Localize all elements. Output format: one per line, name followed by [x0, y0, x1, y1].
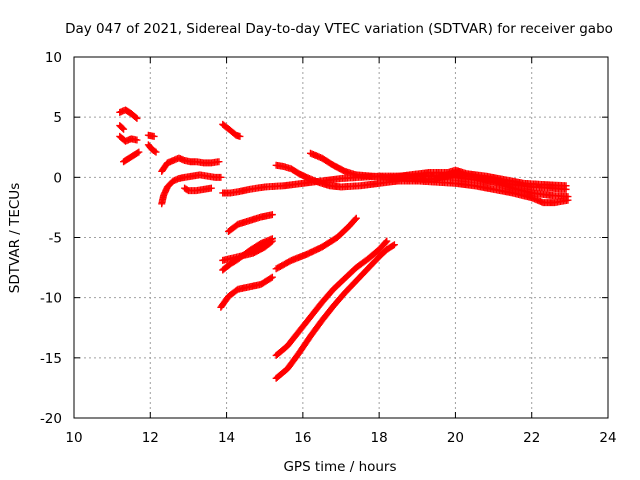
series-arc-4 — [120, 148, 143, 166]
chart-title: Day 047 of 2021, Sidereal Day-to-day VTE… — [65, 21, 613, 37]
data-point-marker — [135, 148, 143, 156]
x-tick-label: 16 — [294, 430, 311, 446]
y-tick-label: 0 — [53, 170, 62, 186]
y-tick-label: 5 — [53, 110, 62, 126]
y-tick-label: -20 — [40, 411, 62, 427]
series-arc-6 — [144, 141, 160, 156]
data-point-marker — [217, 173, 225, 181]
series-arc-3 — [116, 132, 141, 145]
y-tick-label: -5 — [49, 231, 62, 247]
data-point-marker — [389, 242, 397, 250]
x-tick-label: 12 — [142, 430, 159, 446]
data-point-marker — [119, 124, 127, 132]
y-axis-label: SDTVAR / TECUs — [7, 183, 23, 293]
data-point-marker — [267, 274, 275, 282]
data-point-marker — [132, 113, 140, 121]
series-arc-2 — [116, 122, 128, 133]
series-arc-18 — [217, 273, 276, 311]
data-point-marker — [383, 237, 391, 245]
series-arc-20 — [272, 237, 391, 359]
data-point-marker — [351, 215, 359, 223]
series-arc-21 — [272, 241, 398, 382]
data-point-marker — [207, 184, 215, 192]
y-tick-label: -10 — [40, 291, 62, 307]
data-point-marker — [150, 132, 158, 140]
series-arc-5 — [144, 131, 158, 140]
data-point-marker — [382, 238, 390, 246]
axis-ticks — [73, 56, 609, 419]
x-tick-label: 14 — [218, 430, 235, 446]
data-series — [116, 106, 572, 382]
tick-labels: 10 12 14 16 18 20 22 24 -20 -15 -10 -5 0 5 10 — [40, 50, 617, 446]
y-tick-label: 10 — [45, 50, 62, 66]
series-arc-17 — [219, 237, 276, 264]
y-tick-label: -15 — [40, 351, 62, 367]
data-point-marker — [236, 132, 244, 140]
data-point-marker — [133, 114, 141, 122]
data-point-marker — [267, 238, 275, 246]
x-tick-label: 18 — [371, 430, 388, 446]
series-arc-19 — [272, 214, 360, 273]
data-point-marker — [120, 125, 128, 133]
series-arc-9 — [181, 184, 215, 195]
x-tick-label: 22 — [523, 430, 540, 446]
series-arc-8 — [158, 171, 225, 208]
series-arc-1 — [116, 106, 141, 122]
data-point-marker — [564, 193, 572, 201]
x-axis-label: GPS time / hours — [283, 459, 396, 475]
data-point-marker — [390, 241, 398, 249]
x-tick-label: 24 — [599, 430, 616, 446]
data-point-marker — [152, 148, 160, 156]
data-point-marker — [352, 214, 360, 222]
data-point-marker — [151, 147, 159, 155]
data-point-marker — [134, 149, 142, 157]
x-tick-label: 20 — [447, 430, 464, 446]
data-point-marker — [268, 211, 276, 219]
data-point-marker — [215, 158, 223, 166]
data-point-marker — [268, 237, 276, 245]
series-arc-14 — [387, 166, 570, 190]
data-point-marker — [133, 136, 141, 144]
grid-lines — [74, 57, 608, 418]
data-point-marker — [268, 273, 276, 281]
series-arc-10 — [219, 120, 244, 140]
series-arc-15 — [224, 211, 276, 235]
series-arc-7 — [158, 154, 223, 175]
data-point-marker — [562, 182, 570, 190]
x-tick-label: 10 — [65, 430, 82, 446]
